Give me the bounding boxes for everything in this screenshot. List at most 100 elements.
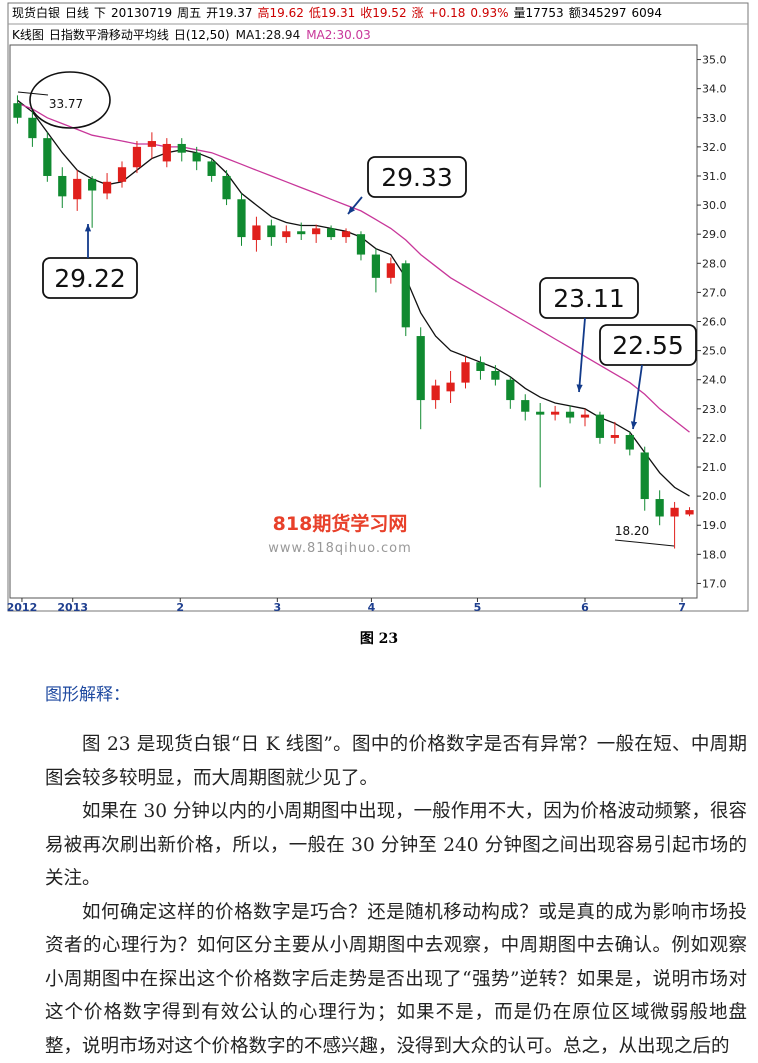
y-tick-label: 31.0 xyxy=(702,170,727,183)
subheader-field: K线图 xyxy=(12,28,44,42)
y-tick-label: 35.0 xyxy=(702,54,727,67)
x-tick-label: 7 xyxy=(678,601,686,614)
candle-body xyxy=(163,144,171,161)
candle-body xyxy=(506,380,514,400)
candle-body xyxy=(208,161,216,176)
y-tick-label: 19.0 xyxy=(702,519,727,532)
body-text: 图 23 是现货白银“日 K 线图”。图中的价格数字是否有异常？一般在短、中周期… xyxy=(45,728,747,1063)
header-field: 高19.62 xyxy=(258,5,304,20)
y-tick-label: 25.0 xyxy=(702,345,727,358)
callout-label: 29.22 xyxy=(54,264,126,293)
candle-body xyxy=(222,176,230,199)
candle-body xyxy=(252,225,260,240)
candle-body xyxy=(13,103,21,118)
candle-body xyxy=(581,415,589,418)
header-field: 日线 xyxy=(65,6,89,20)
candle-body xyxy=(521,400,529,412)
x-tick-label: 4 xyxy=(368,601,376,614)
header-field: 6094 xyxy=(632,6,663,20)
candle-body xyxy=(551,412,559,415)
callout-label: 33.77 xyxy=(49,97,83,111)
header-field: +0.18 xyxy=(429,6,466,20)
y-tick-label: 26.0 xyxy=(702,316,727,329)
watermark-url: www.818qihuo.com xyxy=(268,541,412,556)
candle-body xyxy=(491,371,499,380)
candle-body xyxy=(656,499,664,516)
candle-body xyxy=(626,435,634,450)
chart: 现货白银日线下 20130719 周五开19.37 高19.62 低19.31 收19.5… xyxy=(0,0,758,615)
paragraph: 图 23 是现货白银“日 K 线图”。图中的价格数字是否有异常？一般在短、中周期… xyxy=(45,728,747,795)
candle-body xyxy=(536,412,544,415)
watermark-logo: 818期货学习网 xyxy=(273,512,408,535)
candle-body xyxy=(685,510,693,514)
candle-body xyxy=(402,263,410,327)
candle-body xyxy=(670,508,678,517)
header-field: 低19.31 xyxy=(309,6,355,20)
y-tick-label: 17.0 xyxy=(702,577,727,590)
y-tick-label: 22.0 xyxy=(702,432,727,445)
candle-body xyxy=(327,228,335,237)
heading: 图形解释： xyxy=(45,680,130,705)
header-field: 0.93% xyxy=(470,6,508,20)
candle-body xyxy=(103,182,111,194)
candle-body xyxy=(417,336,425,400)
x-tick-label: 6 xyxy=(581,601,589,614)
header-field: 收19.52 xyxy=(360,6,406,20)
callout-label: 22.55 xyxy=(612,331,684,360)
caption: 图 23 xyxy=(0,628,758,648)
candle-body xyxy=(357,234,365,254)
y-tick-label: 33.0 xyxy=(702,112,727,125)
y-tick-label: 27.0 xyxy=(702,286,727,299)
candle-body xyxy=(267,225,275,237)
header-field: 涨 xyxy=(412,5,424,20)
candle-body xyxy=(133,147,141,167)
callout-label: 23.11 xyxy=(553,284,625,313)
candle-body xyxy=(178,144,186,153)
x-tick-label: 2012 xyxy=(7,601,38,614)
candle-body xyxy=(446,383,454,392)
legend-entry: MA2:30.03 xyxy=(306,28,371,42)
header-field: 量17753 xyxy=(514,6,564,20)
x-tick-label: 2 xyxy=(176,601,184,614)
candle-body xyxy=(58,176,66,196)
candle-body xyxy=(297,231,305,234)
header-field: 下 xyxy=(94,6,106,20)
y-tick-label: 20.0 xyxy=(702,490,727,503)
candle-body xyxy=(596,415,604,438)
y-tick-label: 18.0 xyxy=(702,548,727,561)
x-tick-label: 2013 xyxy=(57,601,88,614)
paragraph: 如何确定这样的价格数字是巧合？还是随机移动构成？或是真的成为影响市场投资者的心理… xyxy=(45,896,747,1063)
callout-label: 29.33 xyxy=(381,163,453,192)
candle-body xyxy=(282,231,290,237)
y-tick-label: 34.0 xyxy=(702,83,727,96)
y-tick-label: 30.0 xyxy=(702,199,727,212)
candle-body xyxy=(641,452,649,499)
candle-body xyxy=(73,179,81,199)
header-field: 现货白银 xyxy=(12,5,60,20)
candle-body xyxy=(461,362,469,382)
header-field: 周五 xyxy=(177,6,201,20)
candle-body xyxy=(193,153,201,162)
candle-body xyxy=(342,231,350,237)
y-tick-label: 28.0 xyxy=(702,257,727,270)
y-tick-label: 24.0 xyxy=(702,374,727,387)
y-tick-label: 32.0 xyxy=(702,141,727,154)
x-tick-label: 3 xyxy=(274,601,282,614)
candle-body xyxy=(432,386,440,401)
y-tick-label: 29.0 xyxy=(702,228,727,241)
candle-body xyxy=(28,118,36,138)
y-tick-label: 23.0 xyxy=(702,403,727,416)
x-tick-label: 5 xyxy=(474,601,482,614)
candle-body xyxy=(312,228,320,234)
candle-body xyxy=(148,141,156,147)
callout-label: 18.20 xyxy=(615,524,649,538)
candle-body xyxy=(118,167,126,182)
subheader-field: 日(12,50) xyxy=(174,28,230,42)
paragraph: 如果在 30 分钟以内的小周期图中出现，一般作用不大，因为价格波动频繁，很容易被… xyxy=(45,795,747,896)
candle-body xyxy=(372,255,380,278)
candle-body xyxy=(387,263,395,278)
header-field: 20130719 xyxy=(111,6,172,20)
header-field: 开19.37 xyxy=(206,6,252,20)
candle-body xyxy=(43,138,51,176)
